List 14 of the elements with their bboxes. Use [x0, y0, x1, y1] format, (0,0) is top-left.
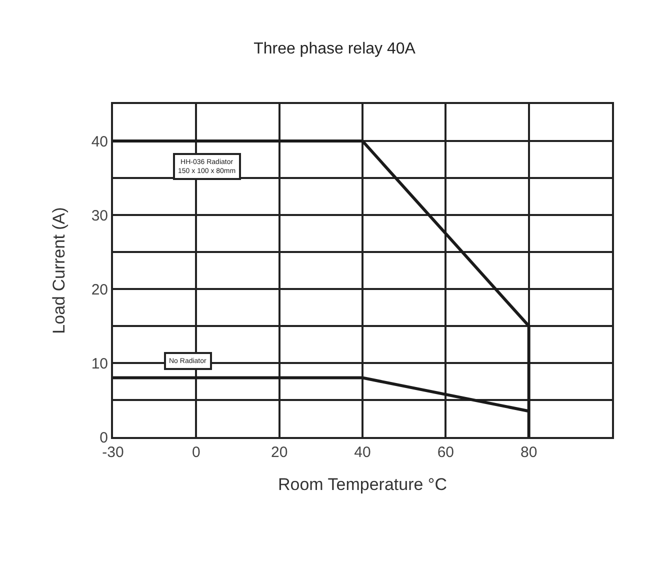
- x-tick-label: 20: [270, 444, 288, 461]
- y-tick-label: 10: [91, 355, 108, 372]
- y-tick-label: 0: [100, 429, 108, 446]
- x-axis-title: Room Temperature °C: [278, 474, 447, 494]
- x-tick-label: 40: [354, 444, 371, 461]
- chart-title: Three phase relay 40A: [254, 40, 416, 58]
- y-tick-label: 30: [91, 207, 108, 224]
- y-axis-title: Load Current (A): [49, 207, 68, 334]
- x-tick-label: -30: [102, 444, 124, 461]
- y-tick-label: 40: [91, 133, 108, 150]
- x-tick-label: 80: [520, 444, 538, 461]
- x-tick-label: 0: [192, 444, 200, 461]
- x-tick-label: 60: [437, 444, 454, 461]
- y-tick-label: 20: [91, 281, 108, 298]
